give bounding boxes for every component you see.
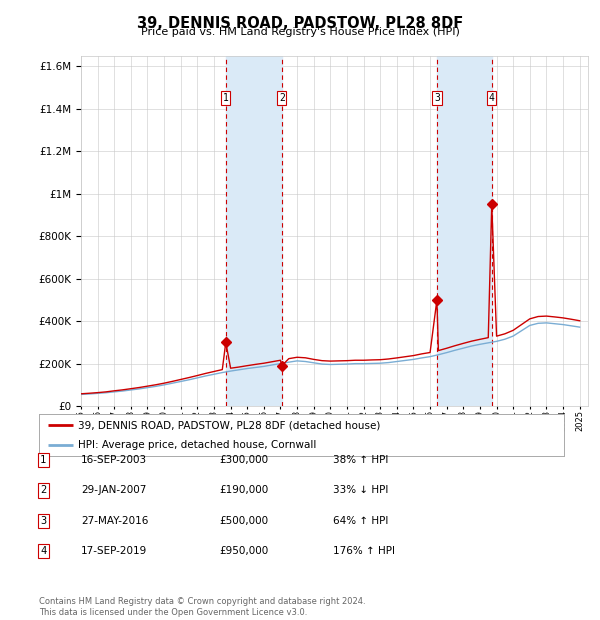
Text: 27-MAY-2016: 27-MAY-2016 [81, 516, 148, 526]
Text: 3: 3 [40, 516, 46, 526]
Text: HPI: Average price, detached house, Cornwall: HPI: Average price, detached house, Corn… [79, 440, 317, 450]
Text: £500,000: £500,000 [219, 516, 268, 526]
Bar [226, 56, 282, 406]
Text: 29-JAN-2007: 29-JAN-2007 [81, 485, 146, 495]
Text: Price paid vs. HM Land Registry's House Price Index (HPI): Price paid vs. HM Land Registry's House … [140, 27, 460, 37]
Text: 2: 2 [279, 93, 285, 103]
Text: 1: 1 [40, 455, 46, 465]
Text: 64% ↑ HPI: 64% ↑ HPI [333, 516, 388, 526]
Text: 2: 2 [40, 485, 46, 495]
Text: Contains HM Land Registry data © Crown copyright and database right 2024.
This d: Contains HM Land Registry data © Crown c… [39, 598, 365, 617]
Text: £300,000: £300,000 [219, 455, 268, 465]
Text: 176% ↑ HPI: 176% ↑ HPI [333, 546, 395, 556]
Text: 4: 4 [489, 93, 494, 103]
Text: £950,000: £950,000 [219, 546, 268, 556]
Text: 17-SEP-2019: 17-SEP-2019 [81, 546, 147, 556]
Text: 16-SEP-2003: 16-SEP-2003 [81, 455, 147, 465]
Text: 38% ↑ HPI: 38% ↑ HPI [333, 455, 388, 465]
Text: £190,000: £190,000 [219, 485, 268, 495]
Text: 39, DENNIS ROAD, PADSTOW, PL28 8DF (detached house): 39, DENNIS ROAD, PADSTOW, PL28 8DF (deta… [79, 420, 381, 430]
Text: 3: 3 [434, 93, 440, 103]
Bar [437, 56, 492, 406]
Text: 33% ↓ HPI: 33% ↓ HPI [333, 485, 388, 495]
Text: 1: 1 [223, 93, 229, 103]
Text: 39, DENNIS ROAD, PADSTOW, PL28 8DF: 39, DENNIS ROAD, PADSTOW, PL28 8DF [137, 16, 463, 30]
Text: 4: 4 [40, 546, 46, 556]
